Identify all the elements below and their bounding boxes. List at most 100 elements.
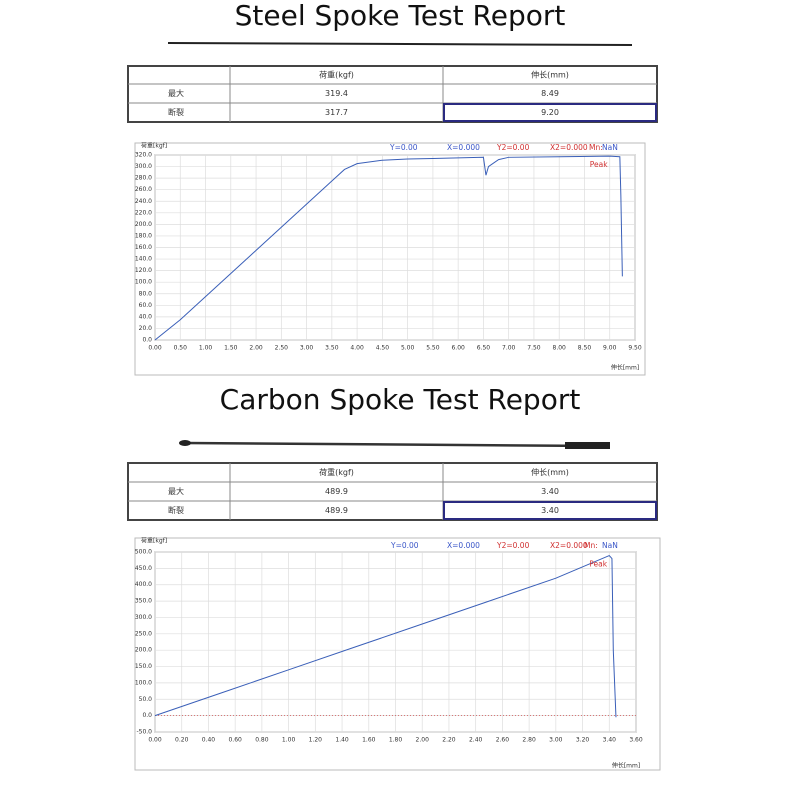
y-tick-label: 200.0 <box>135 647 152 654</box>
y-tick-label: 80.0 <box>139 290 153 297</box>
x-tick-label: 2.00 <box>416 737 430 744</box>
table-cell: 489.9 <box>325 506 348 515</box>
y-tick-label: 350.0 <box>135 598 152 605</box>
y-tick-label: 150.0 <box>135 663 152 670</box>
report-title: Carbon Spoke Test Report <box>220 383 581 416</box>
x-tick-label: 4.50 <box>376 345 390 352</box>
y-tick-label: 300.0 <box>135 163 152 170</box>
readout: X2=0.000 <box>550 143 588 152</box>
x-tick-label: 0.00 <box>148 345 162 352</box>
readout: X=0.000 <box>447 541 480 550</box>
x-tick-label: 2.50 <box>275 345 289 352</box>
x-tick-label: 3.50 <box>325 345 339 352</box>
x-tick-label: 3.60 <box>629 737 643 744</box>
y-tick-label: 0.0 <box>142 337 152 344</box>
x-tick-label: 7.00 <box>502 345 516 352</box>
table-frame <box>127 65 658 123</box>
data-line <box>154 555 617 718</box>
y-tick-label: 450.0 <box>135 565 152 572</box>
report-title: Steel Spoke Test Report <box>235 0 566 32</box>
x-tick-label: 3.20 <box>576 737 590 744</box>
x-tick-label: 1.00 <box>282 737 296 744</box>
table-cell: 最大 <box>168 486 184 496</box>
readout: X2=0.000 <box>550 541 588 550</box>
table-cell: 8.49 <box>541 89 559 98</box>
table-header: 伸长(mm) <box>531 467 569 477</box>
table-header: 荷重(kgf) <box>319 70 354 80</box>
readout: NaN <box>602 541 618 550</box>
x-tick-label: 1.40 <box>335 737 349 744</box>
y-tick-label: -50.0 <box>136 729 152 736</box>
table-cell: 9.20 <box>541 108 559 117</box>
y-tick-label: 100.0 <box>135 679 152 686</box>
table-frame <box>127 462 658 521</box>
y-tick-label: 250.0 <box>135 630 152 637</box>
x-tick-label: 6.00 <box>451 345 465 352</box>
data-line <box>154 155 623 341</box>
y-tick-label: 220.0 <box>135 209 152 216</box>
x-tick-label: 1.00 <box>199 345 213 352</box>
x-tick-label: 0.80 <box>255 737 269 744</box>
y-tick-label: 120.0 <box>135 267 152 274</box>
y-tick-label: 50.0 <box>139 696 153 703</box>
x-tick-label: 3.40 <box>603 737 617 744</box>
x-tick-label: 2.40 <box>469 737 483 744</box>
x-tick-label: 0.40 <box>202 737 216 744</box>
x-tick-label: 0.50 <box>174 345 188 352</box>
y-tick-label: 0.0 <box>142 712 152 719</box>
table-cell: 断裂 <box>168 505 184 515</box>
x-tick-label: 1.60 <box>362 737 376 744</box>
y-tick-label: 180.0 <box>135 232 152 239</box>
y-tick-label: 60.0 <box>139 302 153 309</box>
x-tick-label: 3.00 <box>549 737 563 744</box>
x-tick-label: 2.60 <box>496 737 510 744</box>
y-tick-label: 40.0 <box>139 313 153 320</box>
readout: Y2=0.00 <box>496 143 530 152</box>
y-tick-label: 300.0 <box>135 614 152 621</box>
table-header: 伸长(mm) <box>531 70 569 80</box>
y-tick-label: 400.0 <box>135 581 152 588</box>
x-tick-label: 4.00 <box>350 345 364 352</box>
y-tick-label: 160.0 <box>135 244 152 251</box>
x-tick-label: 2.80 <box>522 737 536 744</box>
y-axis-label: 荷重[kgf] <box>141 537 167 545</box>
x-tick-label: 8.50 <box>578 345 592 352</box>
y-tick-label: 260.0 <box>135 186 152 193</box>
table-cell: 489.9 <box>325 487 348 496</box>
highlight-cell <box>443 103 657 122</box>
highlight-cell <box>443 501 657 520</box>
peak-label: Peak <box>590 160 608 169</box>
x-tick-label: 5.00 <box>401 345 415 352</box>
x-tick-label: 2.00 <box>249 345 263 352</box>
spoke-image <box>179 440 610 449</box>
readout: Y2=0.00 <box>496 541 530 550</box>
table-cell: 317.7 <box>325 108 348 117</box>
y-tick-label: 320.0 <box>135 152 152 159</box>
y-tick-label: 280.0 <box>135 175 152 182</box>
y-axis-label: 荷重[kgf] <box>141 142 167 150</box>
table-cell: 最大 <box>168 88 184 98</box>
x-tick-label: 9.00 <box>603 345 617 352</box>
spoke-image <box>167 42 633 46</box>
readout: Y=0.00 <box>390 541 419 550</box>
x-axis-label: 伸长[mm] <box>612 762 640 770</box>
readout: NaN <box>602 143 618 152</box>
table-cell: 319.4 <box>325 89 348 98</box>
x-tick-label: 7.50 <box>527 345 541 352</box>
readout: Mn: <box>584 541 598 550</box>
x-tick-label: 8.00 <box>553 345 567 352</box>
table-cell: 3.40 <box>541 487 559 496</box>
table-header: 荷重(kgf) <box>319 467 354 477</box>
y-tick-label: 500.0 <box>135 549 152 556</box>
x-tick-label: 1.20 <box>309 737 323 744</box>
x-tick-label: 3.00 <box>300 345 314 352</box>
x-axis-label: 伸长[mm] <box>611 364 639 372</box>
peak-label: Peak <box>589 560 607 569</box>
x-tick-label: 0.20 <box>175 737 189 744</box>
x-tick-label: 1.80 <box>389 737 403 744</box>
x-tick-label: 6.50 <box>477 345 491 352</box>
x-tick-label: 0.00 <box>148 737 162 744</box>
y-tick-label: 20.0 <box>139 325 153 332</box>
y-tick-label: 200.0 <box>135 221 152 228</box>
